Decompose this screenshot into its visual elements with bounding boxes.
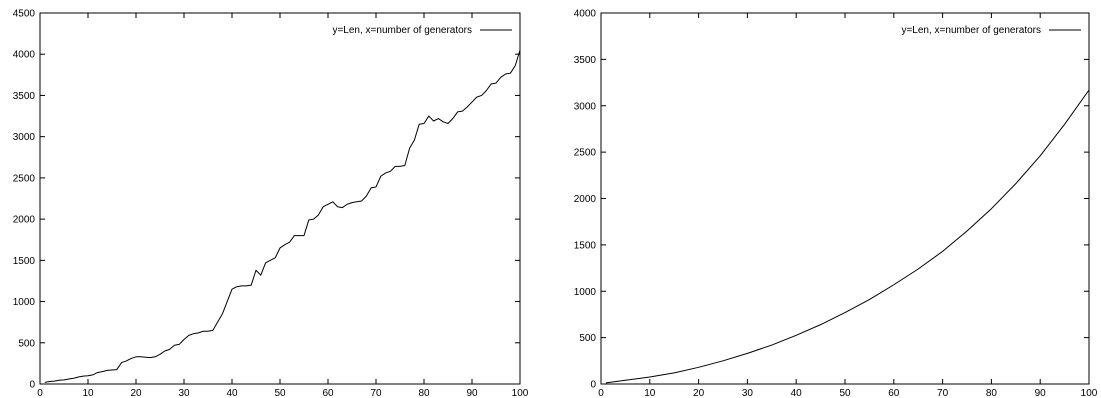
legend-label: y=Len, x=number of generators: [901, 25, 1041, 36]
y-tick-label: 3500: [13, 91, 36, 102]
x-tick-label: 20: [693, 388, 705, 398]
x-tick-label: 80: [986, 388, 998, 398]
x-tick-label: 50: [274, 388, 286, 398]
chart-right: 0 10 20 30 40 50 60 70 80 90 100050010001500200025…: [574, 9, 1098, 398]
y-tick-label: 1000: [13, 297, 36, 308]
legend-label: y=Len, x=number of generators: [332, 25, 472, 36]
x-tick-label: 100: [512, 388, 529, 398]
x-tick-label: 30: [742, 388, 754, 398]
series-line: [605, 89, 1090, 384]
y-tick-label: 2000: [13, 215, 36, 226]
y-tick-label: 3000: [574, 101, 597, 112]
x-tick-label: 0: [598, 388, 604, 398]
y-tick-label: 4000: [13, 50, 36, 61]
y-tick-label: 0: [590, 380, 596, 391]
y-tick-label: 3500: [574, 55, 597, 66]
x-tick-label: 30: [178, 388, 190, 398]
y-tick-label: 4500: [13, 9, 36, 20]
x-tick-label: 90: [1035, 388, 1047, 398]
x-tick-label: 40: [791, 388, 803, 398]
y-tick-label: 2000: [574, 194, 597, 205]
x-tick-label: 70: [937, 388, 949, 398]
x-tick-label: 20: [130, 388, 142, 398]
x-tick-label: 40: [226, 388, 238, 398]
y-tick-label: 4000: [574, 9, 597, 20]
series-line: [44, 49, 521, 383]
plot-frame: [600, 12, 1090, 385]
x-tick-label: 10: [82, 388, 94, 398]
y-tick-label: 2500: [13, 173, 36, 184]
y-tick-label: 1500: [574, 240, 597, 251]
x-tick-label: 90: [466, 388, 478, 398]
x-tick-label: 60: [322, 388, 334, 398]
x-tick-label: 80: [418, 388, 430, 398]
plot-frame: [39, 12, 521, 385]
x-tick-label: 60: [888, 388, 900, 398]
y-tick-label: 0: [29, 380, 35, 391]
y-tick-label: 1500: [13, 256, 36, 267]
x-tick-label: 0: [37, 388, 43, 398]
x-tick-label: 70: [370, 388, 382, 398]
y-tick-label: 500: [18, 338, 35, 349]
x-tick-label: 100: [1081, 388, 1098, 398]
y-tick-label: 1000: [574, 287, 597, 298]
x-tick-label: 10: [644, 388, 656, 398]
y-tick-label: 2500: [574, 148, 597, 159]
y-tick-label: 3000: [13, 132, 36, 143]
y-tick-label: 500: [579, 333, 596, 344]
chart-left: 0 10 20 30 40 50 60 70 80 90 100050010001500200025…: [13, 9, 529, 398]
x-tick-label: 50: [839, 388, 851, 398]
